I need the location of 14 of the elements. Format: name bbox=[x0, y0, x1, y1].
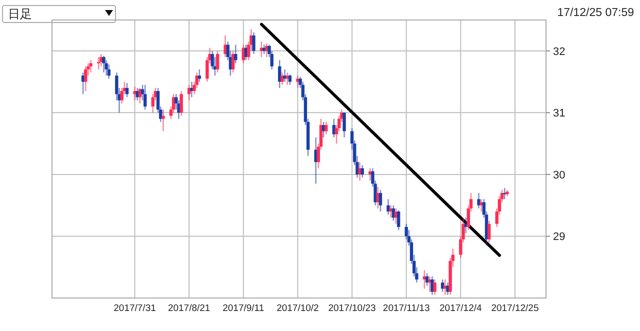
y-tick-label: 30 bbox=[553, 169, 566, 182]
y-tick-label: 31 bbox=[553, 108, 566, 120]
y-tick-label: 29 bbox=[553, 231, 566, 244]
x-tick-label: 2017/12/4 bbox=[440, 303, 482, 314]
x-tick-label: 2017/10/2 bbox=[276, 303, 319, 314]
x-tick-label: 2017/11/13 bbox=[382, 303, 430, 314]
text: 17/12/25 07:59 bbox=[557, 7, 634, 19]
x-tick-label: 2017/12/25 bbox=[491, 303, 539, 314]
x-tick-label: 2017/10/23 bbox=[328, 303, 376, 314]
x-tick-label: 2017/7/31 bbox=[114, 303, 156, 314]
x-tick-label: 2017/8/21 bbox=[168, 303, 210, 314]
y-tick-label: 32 bbox=[553, 46, 566, 58]
x-tick-label: 2017/9/11 bbox=[222, 303, 264, 314]
dropdown: 日足 bbox=[2, 5, 116, 23]
